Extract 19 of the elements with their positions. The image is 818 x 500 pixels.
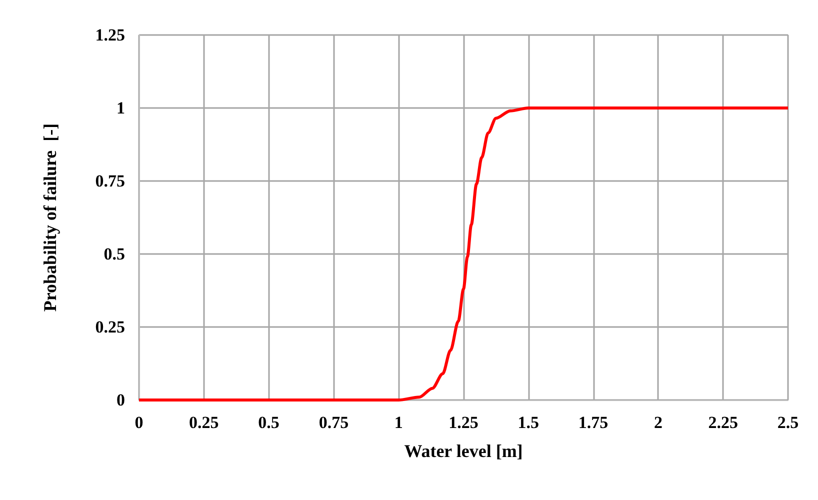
x-tick-label: 2.5 (777, 413, 799, 432)
x-tick-label: 0.5 (258, 413, 280, 432)
x-axis-title: Water level [m] (404, 441, 523, 461)
y-tick-label: 0.5 (104, 244, 125, 264)
x-tick-label: 1.75 (578, 413, 608, 432)
x-tick-label: 1.25 (448, 413, 478, 432)
x-tick-label: 1.5 (518, 413, 540, 432)
x-tick-label: 2.25 (708, 413, 738, 432)
x-tick-label: 2 (654, 413, 662, 432)
y-tick-label: 0.75 (95, 172, 125, 190)
y-tick-label: 1.25 (95, 26, 125, 44)
y-tick-label: 0 (116, 390, 125, 410)
y-tick-label: 1 (116, 98, 125, 118)
x-tick-label: 0 (134, 413, 144, 432)
y-tick-label: 0.25 (95, 318, 125, 336)
x-tick-label: 0.75 (318, 413, 349, 432)
x-tick-label: 1 (394, 413, 403, 432)
x-tick-label: 0.25 (189, 413, 219, 432)
y-axis-title: Probability of failure [-] (40, 123, 60, 312)
